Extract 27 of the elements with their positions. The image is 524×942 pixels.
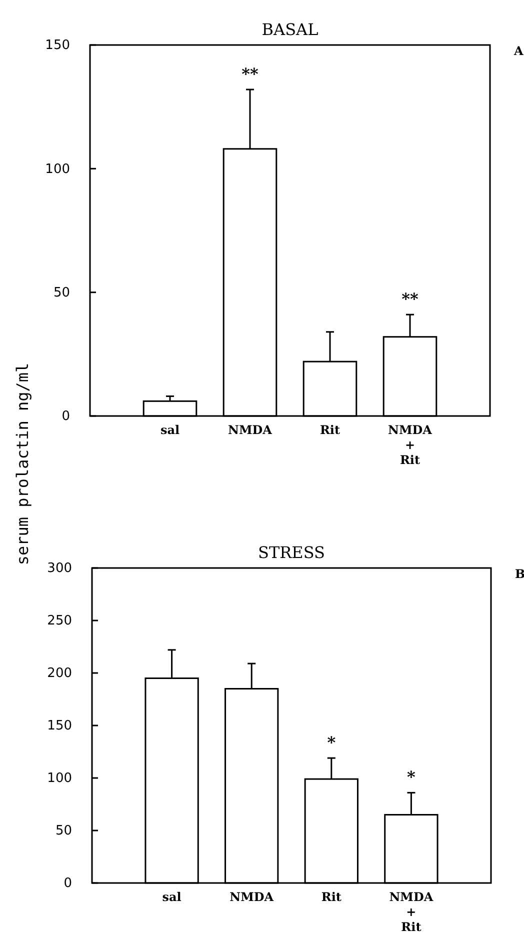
y-tick-label: 200 xyxy=(47,666,72,682)
annotation: ** xyxy=(402,290,419,309)
annotation: * xyxy=(407,768,416,787)
x-tick-label: sal xyxy=(162,890,182,904)
y-tick-label: 300 xyxy=(47,561,72,576)
x-tick-label: NMDA xyxy=(228,423,273,437)
annotation: * xyxy=(327,733,336,752)
y-tick-label: 150 xyxy=(47,718,72,734)
y-tick-label: 50 xyxy=(55,824,72,839)
y-tick-label: 50 xyxy=(53,285,70,300)
x-tick-label: sal xyxy=(160,423,180,437)
y-tick-label: 250 xyxy=(47,614,72,629)
x-tick-label: NMDA + Rit xyxy=(389,890,434,934)
y-axis-title: serum prolactin ng/ml xyxy=(13,362,32,566)
text: A xyxy=(513,44,524,58)
y-tick-label: 0 xyxy=(62,409,70,424)
chart-title: STRESS xyxy=(258,543,325,562)
x-tick-label: NMDA xyxy=(230,890,274,904)
x-tick-label: Rit xyxy=(320,423,340,437)
x-tick-label: Rit xyxy=(321,890,342,904)
annotation: ** xyxy=(242,64,259,84)
x-tick-label: NMDA + Rit xyxy=(388,423,433,467)
chart-title: BASAL xyxy=(262,20,319,39)
y-tick-label: 100 xyxy=(47,771,72,786)
y-tick-label: 0 xyxy=(64,876,72,892)
y-tick-label: 150 xyxy=(45,38,70,54)
y-tick-label: 100 xyxy=(45,162,70,177)
